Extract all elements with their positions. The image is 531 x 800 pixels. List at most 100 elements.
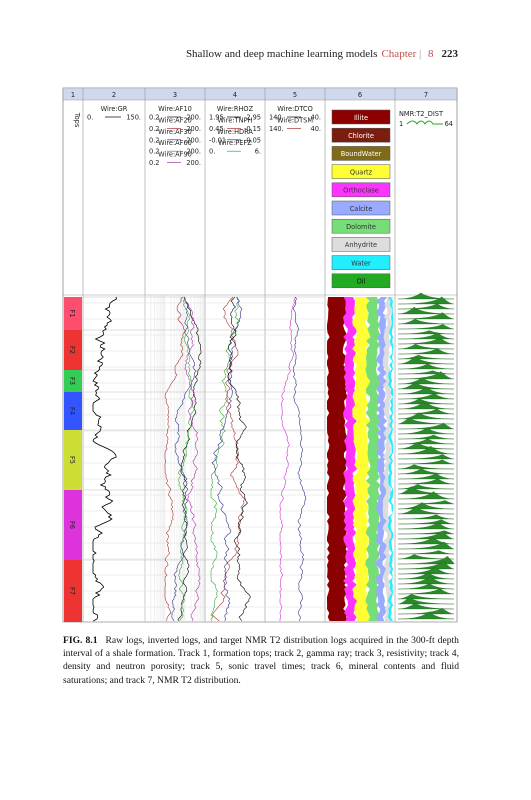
formation-top: [64, 560, 82, 622]
caption-text: Raw logs, inverted logs, and target NMR …: [63, 635, 459, 686]
log-curve: [178, 296, 196, 622]
log-curve: [210, 296, 240, 622]
caption-label: FIG. 8.1: [63, 635, 98, 646]
t2-peak: [397, 522, 455, 530]
curve-name: Wire:HDRA: [217, 128, 253, 136]
t2-peak: [397, 514, 455, 520]
t2-peak: [397, 506, 455, 515]
track-number: 1: [71, 91, 75, 99]
curve-name: Wire:RHOZ: [217, 105, 254, 113]
mineral-swatch: [331, 273, 391, 289]
t2-peak: [397, 318, 455, 325]
t2-peak: [397, 438, 455, 445]
t2-peak: [397, 454, 455, 460]
mineral-name: Quartz: [350, 168, 373, 176]
curve-right: 200.: [186, 159, 201, 167]
curve-right: 150.: [126, 114, 141, 122]
t2-peak: [397, 400, 455, 410]
nmr-name: NMR:T2_DIST: [399, 110, 444, 118]
t2-peak: [397, 296, 455, 305]
curve-right: 40.: [311, 125, 322, 133]
t2-peak: [397, 537, 455, 545]
track-number-bar: [62, 87, 458, 101]
t2-peak: [397, 398, 455, 405]
t2-peak: [397, 354, 455, 360]
mineral-fill: [327, 297, 349, 621]
t2-peak: [397, 530, 455, 540]
track-number: 2: [112, 91, 116, 99]
t2-peak: [397, 597, 455, 605]
curve-right: 200.: [186, 148, 201, 156]
running-title: Shallow and deep machine learning models: [185, 48, 378, 60]
t2-peak: [397, 459, 455, 465]
mineral-swatch: [331, 237, 391, 252]
formation-top: [64, 297, 82, 330]
mineral-swatch: [331, 255, 391, 270]
curve-left: -0.01: [209, 136, 226, 144]
curve-right: 200.: [186, 114, 201, 122]
chapter-number: 8: [428, 48, 434, 60]
t2-peak: [397, 445, 455, 455]
formation-top-label: F4: [68, 407, 76, 415]
t2-peak: [397, 566, 455, 575]
log-curve: [211, 296, 243, 622]
mineral-name: BoundWater: [341, 150, 382, 158]
t2-peak: [397, 427, 455, 435]
t2-peak: [397, 550, 455, 555]
track-number: 5: [293, 91, 297, 99]
track-number: 6: [358, 91, 362, 99]
curve-left: 1.95: [209, 114, 224, 122]
curve-name: Wire:AF60: [158, 139, 192, 147]
log-curve: [211, 296, 246, 622]
running-header: Shallow and deep machine learning models…: [186, 48, 458, 60]
mineral-fill: [387, 297, 393, 621]
log-curve: [164, 296, 186, 621]
curve-name: Wire:GR: [101, 105, 128, 113]
t2-peak: [397, 502, 455, 510]
track-number: 7: [424, 91, 428, 99]
mineral-name: Chlorite: [348, 132, 374, 140]
mineral-swatch: [331, 109, 391, 125]
curve-left: 140.: [269, 125, 284, 133]
mineral-name: Oil: [357, 278, 366, 286]
mineral-name: Anhydrite: [345, 241, 377, 249]
t2-peak: [397, 442, 455, 450]
mineral-swatch: [331, 182, 391, 198]
formation-top-label: F1: [68, 310, 76, 318]
mineral-name: Calcite: [350, 205, 373, 213]
t2-peak: [397, 356, 455, 365]
formation-top-label: F2: [68, 346, 76, 354]
t2-peak: [397, 593, 455, 600]
t2-peak: [397, 337, 455, 345]
t2-peak: [397, 464, 455, 470]
formation-top: [64, 490, 82, 560]
t2-peak: [397, 519, 455, 525]
curve-left: 0.2: [149, 125, 160, 133]
t2-peak: [397, 541, 455, 550]
mineral-fill: [343, 297, 358, 621]
log-curve: [184, 296, 201, 622]
t2-peak: [397, 292, 455, 300]
formation-top: [64, 430, 82, 490]
t2-peak: [397, 473, 455, 480]
t2-peak: [397, 611, 455, 620]
t2-peak: [397, 343, 455, 350]
curve-left: 0.: [87, 114, 93, 122]
curve-left: 0.45: [209, 125, 224, 133]
mineral-name: Illite: [354, 114, 368, 122]
mineral-swatch: [331, 146, 391, 161]
t2-peak: [397, 332, 455, 340]
t2-peak: [397, 500, 455, 505]
curve-name: Wire:AF90: [158, 151, 192, 159]
t2-peak: [397, 330, 455, 335]
curve-left: 0.2: [149, 148, 160, 156]
curve-right: 200.: [186, 136, 201, 144]
nmr-left: 1: [399, 120, 403, 128]
t2-peak: [397, 491, 455, 500]
formation-top-label: F3: [68, 377, 76, 385]
t2-peak: [397, 560, 455, 570]
t2-peak: [397, 412, 455, 420]
track-number: 3: [173, 91, 177, 99]
t2-peak: [397, 312, 455, 320]
